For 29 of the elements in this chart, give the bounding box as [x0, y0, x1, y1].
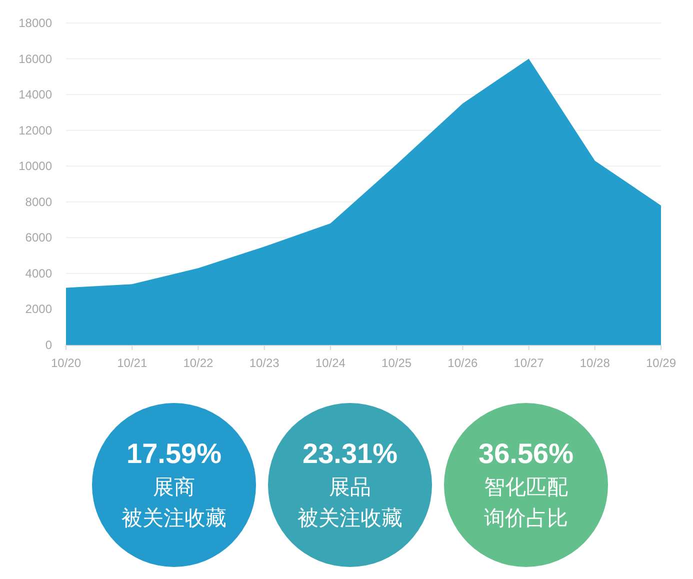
y-tick-label: 14000	[18, 88, 52, 102]
y-tick-label: 12000	[18, 123, 52, 138]
card-label: 展商	[153, 476, 195, 499]
y-tick-label: 8000	[25, 194, 52, 209]
x-tick-label: 10/28	[580, 356, 610, 370]
card-label: 询价占比	[484, 507, 568, 530]
x-tick-label: 10/26	[448, 356, 478, 370]
x-tick-label: 10/20	[50, 356, 82, 370]
y-tick-label: 18000	[18, 16, 52, 30]
y-tick-label: 6000	[25, 230, 52, 245]
card-value: 17.59%	[126, 438, 222, 469]
x-tick-label: 10/21	[117, 356, 148, 370]
y-tick-label: 0	[45, 338, 52, 352]
x-tick-label: 10/27	[514, 356, 544, 370]
y-tick-label: 4000	[25, 266, 52, 280]
x-tick-label: 10/29	[646, 356, 676, 370]
x-tick-label: 10/23	[249, 356, 280, 370]
x-tick-label: 10/24	[315, 356, 346, 370]
card-value: 23.31%	[302, 438, 398, 469]
card-label: 智化匹配	[484, 476, 568, 499]
card-label: 展品	[329, 476, 371, 499]
y-tick-label: 16000	[18, 52, 52, 66]
y-tick-label: 2000	[25, 302, 52, 316]
card-label: 被关注收藏	[298, 507, 402, 530]
y-tick-label: 10000	[18, 159, 52, 174]
card-value: 36.56%	[478, 438, 574, 469]
x-tick-label: 10/25	[382, 356, 412, 370]
card-label: 被关注收藏	[122, 507, 226, 530]
x-tick-label: 10/22	[183, 356, 214, 370]
